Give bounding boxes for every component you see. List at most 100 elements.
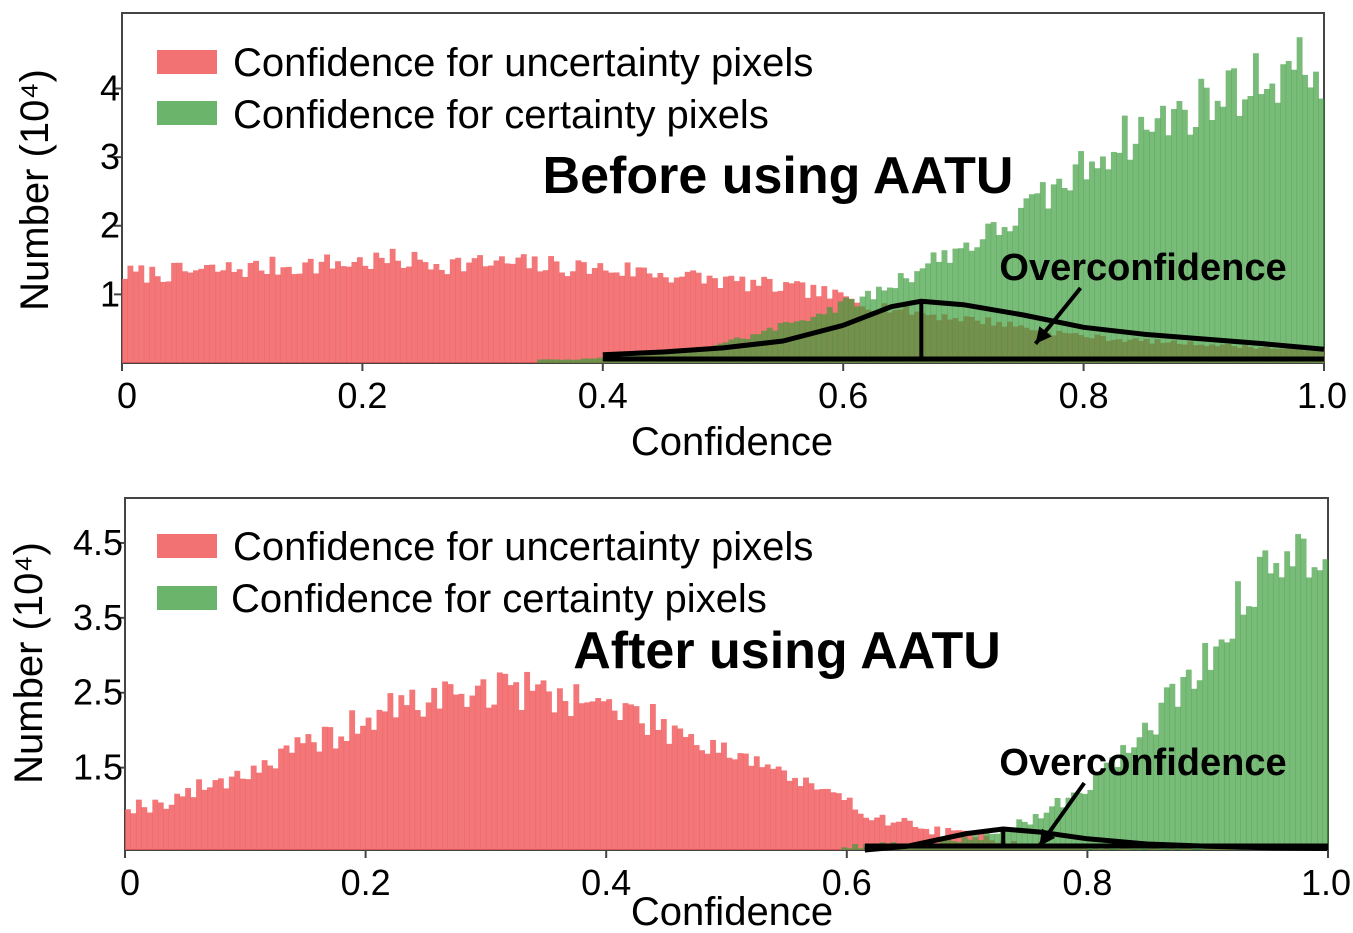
histogram-bar xyxy=(1114,767,1121,850)
histogram-bar xyxy=(875,286,882,363)
histogram-bar xyxy=(562,701,569,850)
histogram-bar xyxy=(753,756,760,850)
y-tick-label: 2.5 xyxy=(73,672,123,713)
histogram-bar xyxy=(217,778,224,850)
histogram-bar xyxy=(411,251,418,363)
histogram-bar xyxy=(242,276,249,363)
histogram-bar xyxy=(591,267,598,363)
histogram-bar xyxy=(770,768,777,850)
x-tick-label: 0.8 xyxy=(1059,375,1109,416)
histogram-bar xyxy=(264,274,270,363)
histogram-bar xyxy=(947,262,953,363)
histogram-bar xyxy=(141,807,148,850)
histogram-bar xyxy=(1071,792,1077,850)
histogram-bar xyxy=(723,276,729,363)
histogram-bar xyxy=(305,734,312,850)
histogram-bar xyxy=(1242,99,1248,364)
histogram-bar xyxy=(420,716,427,850)
x-axis-label: Confidence xyxy=(631,890,833,933)
histogram-bar xyxy=(196,779,202,850)
histogram-bar xyxy=(755,285,762,363)
histogram-bar xyxy=(1039,182,1046,363)
histogram-bar xyxy=(1285,60,1292,364)
histogram-bar xyxy=(972,834,979,850)
histogram-bar xyxy=(278,748,284,850)
histogram-bar xyxy=(1269,83,1276,364)
histogram-bar xyxy=(1076,792,1083,850)
legend-swatch-certainty xyxy=(157,101,217,125)
histogram-bar xyxy=(373,252,380,363)
histogram-bar xyxy=(367,268,374,363)
histogram-bar xyxy=(979,239,986,363)
histogram-bar xyxy=(354,733,361,850)
histogram-bar xyxy=(138,265,145,363)
histogram-bar xyxy=(291,274,298,363)
histogram-bar xyxy=(750,279,757,363)
histogram-bar xyxy=(597,263,604,363)
histogram-bar xyxy=(537,359,544,363)
histogram-bar xyxy=(679,276,686,363)
histogram-bar xyxy=(193,270,199,363)
histogram-bar xyxy=(761,330,768,363)
histogram-bar xyxy=(570,271,576,363)
histogram-bar xyxy=(526,268,533,363)
histogram-bar xyxy=(704,753,711,850)
histogram-bar xyxy=(515,257,522,363)
x-tick-label: 0 xyxy=(120,862,140,903)
histogram-bar xyxy=(799,320,806,363)
histogram-bar xyxy=(163,808,170,850)
histogram-bar xyxy=(1147,730,1154,850)
histogram-bar xyxy=(220,270,227,363)
histogram-bar xyxy=(917,828,924,850)
overconfidence-curve-group xyxy=(864,781,1329,853)
histogram-bar xyxy=(846,797,853,850)
histogram-bar xyxy=(1127,159,1134,363)
histogram-bar xyxy=(591,358,598,363)
histogram-bar xyxy=(488,265,494,363)
histogram-bar xyxy=(564,276,571,363)
histogram-bar xyxy=(1207,669,1214,850)
histogram-bar xyxy=(518,710,525,850)
histogram-bar xyxy=(983,831,990,850)
histogram-bar xyxy=(1245,606,1252,850)
histogram-bar xyxy=(890,822,897,850)
histogram-bar xyxy=(1198,78,1205,364)
histogram-bar xyxy=(781,770,788,850)
histogram-bar xyxy=(329,268,336,363)
histogram-bar xyxy=(174,793,181,850)
histogram-bar xyxy=(848,299,855,363)
histogram-bar xyxy=(852,844,859,850)
histogram-bar xyxy=(739,338,746,363)
histogram-bar xyxy=(766,327,773,363)
histogram-bar xyxy=(903,278,910,363)
histogram-bar xyxy=(212,780,219,850)
histogram-bar xyxy=(1214,100,1221,363)
histogram-bar xyxy=(1307,87,1314,364)
histogram-bar xyxy=(731,759,738,850)
histogram-bar xyxy=(863,817,870,850)
histogram-bar xyxy=(666,743,673,850)
histogram-bar xyxy=(535,684,541,850)
y-tick-label: 1 xyxy=(100,273,120,314)
histogram-bar xyxy=(695,346,702,363)
histogram-bar xyxy=(701,346,708,363)
histogram-bar xyxy=(662,277,669,363)
histogram-bar xyxy=(564,359,571,363)
annotation-arrowhead xyxy=(1039,828,1056,847)
histogram-bar xyxy=(1262,550,1269,850)
histogram-bar xyxy=(1103,762,1110,850)
histogram-bar xyxy=(1267,573,1274,850)
histogram-bar xyxy=(190,797,197,850)
histogram-bar xyxy=(906,820,913,850)
histogram-bar xyxy=(857,813,864,850)
histogram-bar xyxy=(690,270,697,363)
histogram-bar xyxy=(307,258,314,363)
histogram-bar xyxy=(644,734,651,850)
histogram-bar xyxy=(775,766,782,850)
histogram-bar xyxy=(1169,683,1176,850)
histogram-bar xyxy=(493,260,500,363)
histogram-bar xyxy=(1120,745,1127,850)
histogram-bar xyxy=(859,296,866,363)
histogram-bar xyxy=(1050,184,1057,363)
